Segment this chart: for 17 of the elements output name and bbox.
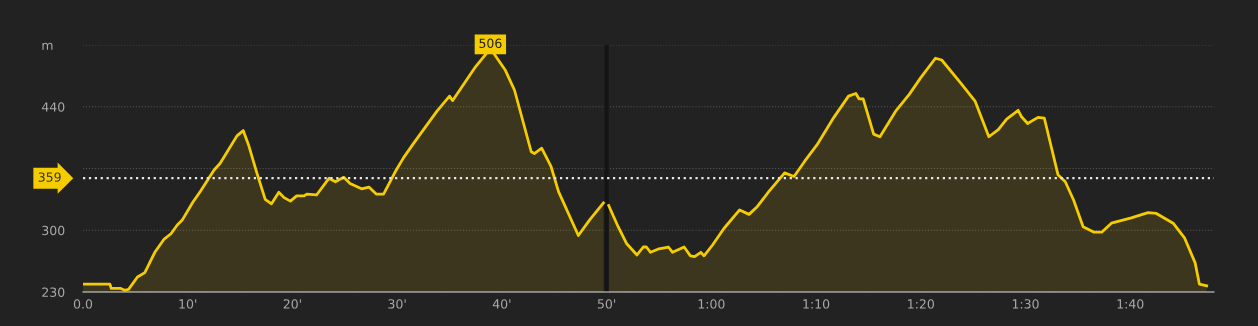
x-tick-label: 30' [388, 299, 406, 309]
x-tick-label: 1:30 [1012, 299, 1039, 309]
x-tick-label: 50' [597, 299, 616, 309]
x-tick-label: 1:40 [1117, 299, 1144, 309]
x-tick-label: 1:20 [908, 299, 934, 309]
y-tick-label: 300 [42, 225, 65, 236]
annotation: 506 [479, 38, 502, 48]
x-tick-label: 1:00 [698, 299, 725, 309]
ref-line-label: 359 [38, 172, 61, 182]
y-tick-label: m [42, 42, 53, 50]
y-tick-label: 440 [41, 102, 65, 112]
y-tick-label: 230 [42, 287, 65, 297]
x-tick-label: 20' [283, 299, 301, 309]
x-tick-label: 10' [179, 299, 197, 309]
x-tick-label: 40' [492, 299, 511, 309]
x-tick-label: 1:10 [803, 299, 830, 309]
x-tick-label: 0.0 [73, 299, 93, 309]
